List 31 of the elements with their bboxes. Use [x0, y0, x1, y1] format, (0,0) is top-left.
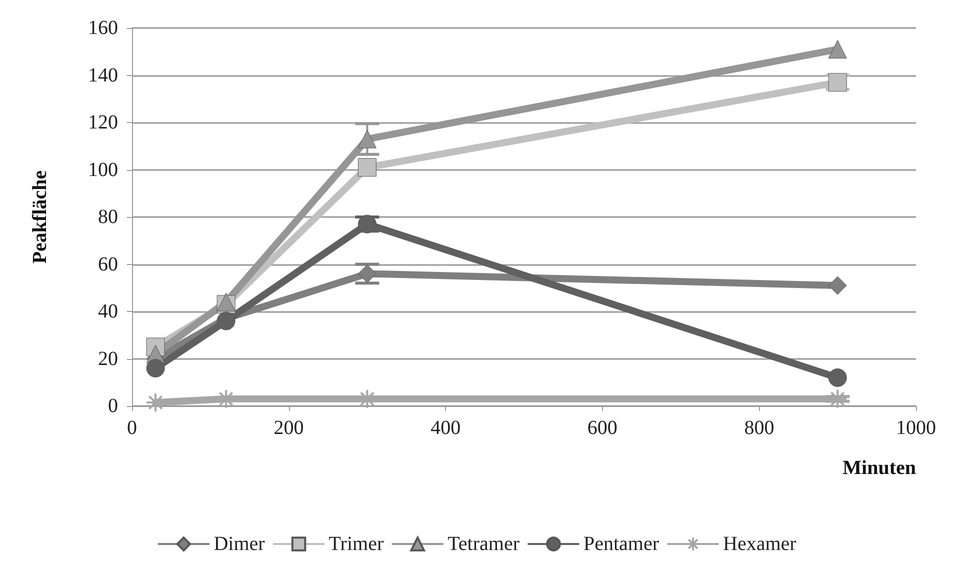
x-tick-label: 0: [127, 417, 137, 439]
y-tick-label: 140: [88, 64, 118, 86]
y-tick-label: 160: [88, 17, 118, 39]
point: [828, 276, 847, 295]
y-tick-label: 80: [98, 206, 118, 228]
x-tick-label: 800: [744, 417, 774, 439]
point: [216, 312, 236, 330]
legend-label: Dimer: [214, 533, 266, 555]
x-tick-label: 1000: [896, 417, 936, 439]
x-tick-label: 400: [430, 417, 461, 439]
y-tick-label: 60: [98, 253, 118, 276]
x-axis-title: Minuten: [842, 457, 916, 479]
point: [358, 130, 376, 148]
legend-label: Trimer: [328, 533, 384, 555]
x-tick-label: 600: [587, 417, 618, 439]
point: [146, 358, 165, 378]
x-tick-label: 200: [274, 417, 304, 439]
point: [828, 73, 847, 92]
y-tick-label: 120: [88, 112, 118, 134]
legend-label: Hexamer: [723, 533, 797, 555]
y-tick-label: 0: [108, 395, 118, 417]
y-tick-label: 40: [98, 300, 118, 322]
legend-label: Pentamer: [583, 533, 660, 555]
legend-label: Tetramer: [448, 533, 520, 555]
point: [828, 368, 847, 387]
y-tick-label: 20: [98, 348, 118, 370]
y-axis-title: Peakfläche: [29, 170, 51, 264]
y-tick-label: 100: [88, 158, 118, 181]
point: [358, 158, 376, 177]
point: [828, 40, 847, 59]
point: [358, 214, 376, 234]
